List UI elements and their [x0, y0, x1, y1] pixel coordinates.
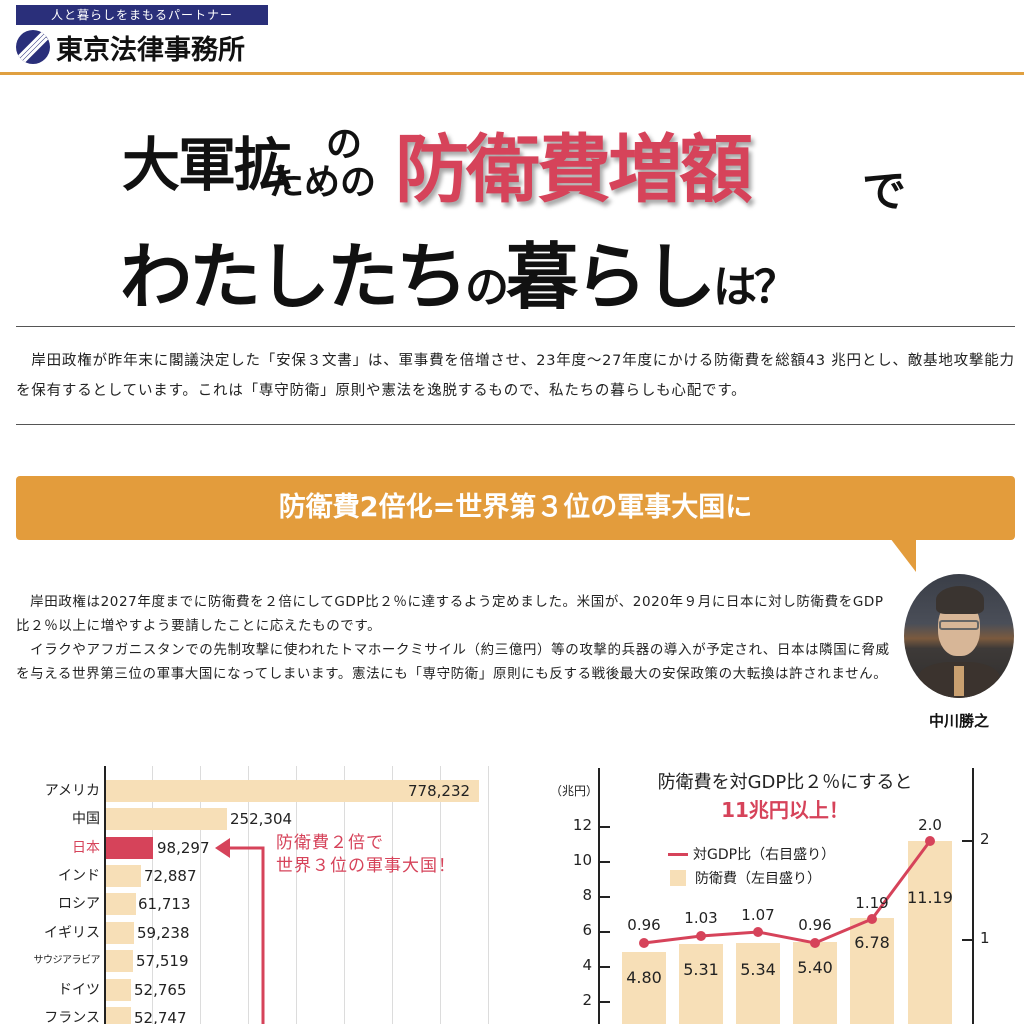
logo-stripes-icon — [16, 30, 50, 64]
paragraph-1: 岸田政権は2027年度までに防衛費を２倍にしてGDP比２％に達するよう定めました… — [16, 594, 884, 634]
military-spending-bar-chart: アメリカ 778,232 中国 252,304 日本 98,297 インド 72… — [20, 766, 500, 1024]
speech-tail-icon — [890, 538, 916, 572]
chart-legend: 対GDP比（右目盛り） 防衛費（左目盛り） — [668, 842, 835, 890]
unit-label: （兆円） — [550, 784, 599, 798]
bar — [908, 841, 952, 1024]
bar-row-russia: ロシア 61,713 — [58, 893, 191, 915]
tagline: 人と暮らしをまもるパートナー — [16, 5, 268, 25]
title-particle: で — [862, 166, 906, 217]
bar-swatch-icon — [670, 870, 686, 886]
title-line-2: わたしたちの暮らしは？ — [120, 218, 798, 323]
title-highlight: 防衛費増額 — [395, 127, 753, 213]
bar-row-france: フランス 52,747 — [20, 1006, 500, 1024]
bar-row-china: 中国 252,304 — [72, 808, 293, 830]
divider-top — [16, 326, 1015, 327]
title-line2-no: の — [465, 262, 509, 313]
author-photo — [904, 574, 1014, 698]
title-part-1: 大軍拡 — [122, 131, 292, 199]
bar-row-uk: イギリス 59,238 — [44, 922, 190, 944]
gdp-ratio-line — [639, 836, 935, 948]
bar — [106, 808, 227, 830]
title-small-2: ための — [268, 162, 377, 203]
bar — [793, 942, 837, 1024]
logo[interactable]: 東京法律事務所 — [16, 29, 245, 66]
bar — [622, 952, 666, 1024]
title-line2-b: 暮らし — [506, 235, 716, 319]
paragraph-2: イラクやアフガニスタンでの先制攻撃に使われたトマホークミサイル（約三億円）等の攻… — [16, 642, 890, 682]
bar — [106, 893, 136, 915]
header-divider — [0, 72, 1024, 75]
bar — [106, 979, 131, 1001]
title-small: の ための — [268, 126, 376, 202]
bar — [106, 1007, 131, 1024]
bar — [679, 944, 723, 1024]
title-small-1: の — [326, 124, 363, 165]
divider-bottom — [16, 424, 1015, 425]
author-name: 中川勝之 — [928, 712, 989, 730]
y-axis — [104, 766, 106, 1024]
bar-row-saudi: サウジアラビア 57,519 — [33, 950, 189, 972]
bar-highlight — [106, 837, 153, 859]
site-header: 人と暮らしをまもるパートナー 東京法律事務所 — [0, 0, 1024, 76]
bar — [106, 922, 134, 944]
bar-row-germany: ドイツ 52,765 — [58, 979, 187, 1001]
bar-row-japan: 日本 98,297 — [72, 837, 210, 859]
title-line2-a: わたしたち — [120, 235, 468, 319]
bar — [106, 865, 141, 887]
chart-title: 防衛費を対GDP比２％にすると — [657, 772, 913, 793]
bar — [106, 780, 479, 802]
chart-subtitle: 11兆円以上！ — [721, 798, 849, 822]
arrow-icon — [215, 838, 265, 1024]
gdp-ratio-combo-chart: （兆円） 防衛費を対GDP比２％にすると 11兆円以上！ 12 10 8 6 4… — [540, 760, 1024, 1024]
bar — [736, 943, 780, 1024]
bar — [106, 950, 133, 972]
line-swatch-icon — [668, 852, 688, 856]
bar-row-india: インド 72,887 — [58, 865, 197, 887]
page-title: 大軍拡 の ための 防衛費増額 で わたしたちの暮らしは？ — [0, 100, 1024, 320]
chart-annotation: 防衛費２倍で 世界３位の軍事大国！ — [276, 833, 456, 876]
bar — [850, 918, 894, 1024]
section-banner: 防衛費2倍化=世界第３位の軍事大国に — [16, 476, 1015, 540]
firm-name: 東京法律事務所 — [56, 34, 245, 66]
section-body: 岸田政権は2027年度までに防衛費を２倍にしてGDP比２％に達するよう定めました… — [16, 590, 896, 686]
right-axis — [972, 768, 974, 1024]
bar-row-usa: アメリカ 778,232 — [20, 779, 500, 803]
intro-paragraph: 岸田政権が昨年末に閣議決定した「安保３文書」は、軍事費を倍増させ、23年度～27… — [16, 353, 1015, 399]
title-line2-end: は？ — [713, 262, 798, 313]
